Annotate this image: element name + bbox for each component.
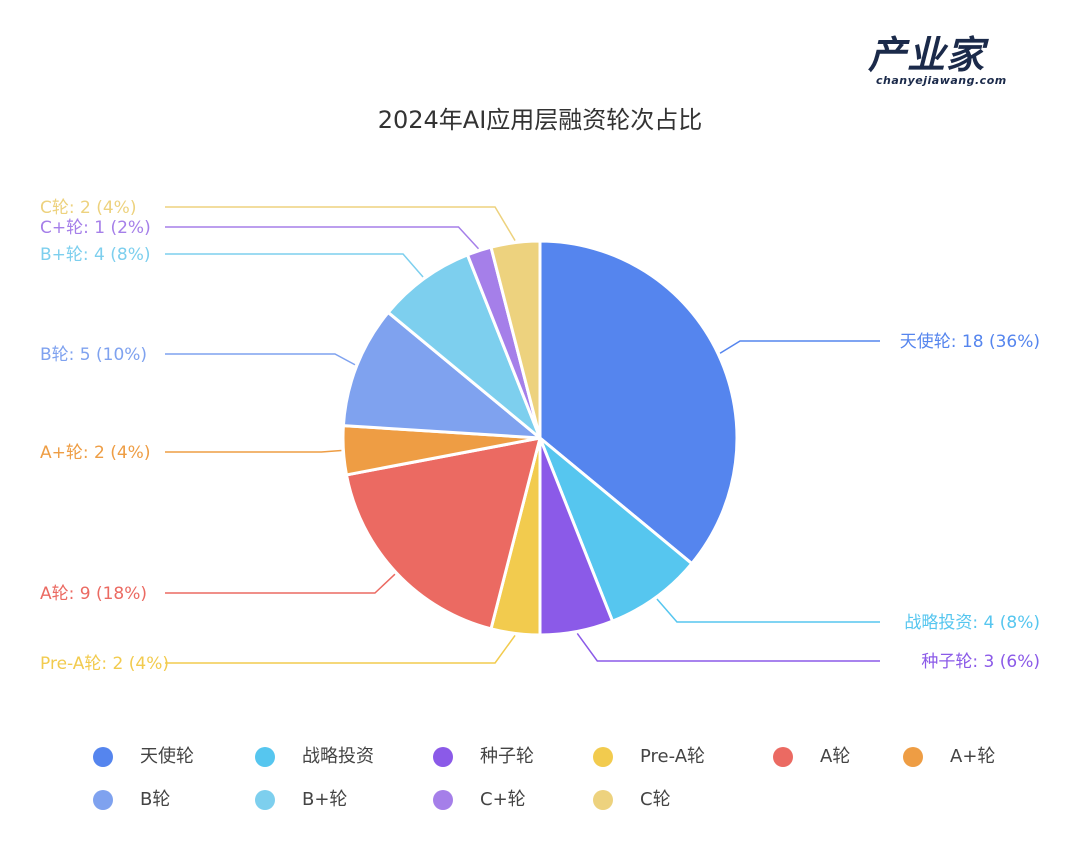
- legend-marker-2[interactable]: [433, 747, 453, 767]
- leader-line-3: [165, 634, 516, 664]
- legend-marker-3[interactable]: [593, 747, 613, 767]
- legend-marker-7[interactable]: [255, 790, 275, 810]
- logo-subtitle: chanyejiawang.com: [876, 74, 1007, 87]
- slice-label-6: B轮: 5 (10%): [40, 345, 147, 365]
- pie-slice-4: [344, 436, 542, 631]
- legend-label-2[interactable]: 种子轮: [480, 746, 534, 767]
- legend-label-0[interactable]: 天使轮: [140, 746, 194, 767]
- legend-label-8[interactable]: C+轮: [480, 789, 526, 810]
- leader-line-1: [656, 598, 880, 623]
- legend-marker-5[interactable]: [903, 747, 923, 767]
- pie-slice-6: [341, 310, 542, 440]
- chart-title: 2024年AI应用层融资轮次占比: [377, 106, 703, 134]
- legend-marker-1[interactable]: [255, 747, 275, 767]
- leader-line-4: [165, 573, 396, 594]
- leader-line-2: [576, 633, 880, 662]
- pie-slice-1: [538, 436, 694, 623]
- pie-slice-9: [489, 239, 542, 440]
- legend-marker-4[interactable]: [773, 747, 793, 767]
- legend-marker-0[interactable]: [93, 747, 113, 767]
- pie-slice-7: [386, 253, 542, 440]
- leader-line-6: [165, 353, 356, 366]
- legend-label-3[interactable]: Pre-A轮: [640, 746, 706, 767]
- slice-label-3: Pre-A轮: 2 (4%): [40, 654, 169, 674]
- slice-label-8: C+轮: 1 (2%): [40, 218, 151, 238]
- legend-marker-8[interactable]: [433, 790, 453, 810]
- legend-row-1: B轮 B+轮 C+轮 C轮: [0, 785, 1080, 815]
- slice-label-0: 天使轮: 18 (36%): [900, 331, 1040, 352]
- legend-label-9[interactable]: C轮: [640, 789, 671, 810]
- slice-label-1: 战略投资: 4 (8%): [904, 613, 1040, 633]
- legend-label-5[interactable]: A+轮: [950, 746, 996, 767]
- slice-label-5: A+轮: 2 (4%): [40, 443, 150, 463]
- brand-logo: 产业家 chanyejiawang.com: [868, 34, 1028, 90]
- leader-line-0: [719, 340, 880, 354]
- pie-slice-0: [538, 239, 739, 566]
- legend-marker-6[interactable]: [93, 790, 113, 810]
- slice-label-4: A轮: 9 (18%): [40, 584, 147, 604]
- slice-label-2: 种子轮: 3 (6%): [921, 652, 1040, 672]
- slice-label-7: B+轮: 4 (8%): [40, 245, 151, 265]
- leader-line-5: [165, 449, 342, 453]
- legend-label-7[interactable]: B+轮: [302, 789, 348, 810]
- legend-label-4[interactable]: A轮: [820, 746, 851, 767]
- legend-marker-9[interactable]: [593, 790, 613, 810]
- leader-line-9: [165, 206, 516, 241]
- logo-name: 产业家: [868, 33, 986, 77]
- legend-row-0: 天使轮 战略投资 种子轮 Pre-A轮 A轮 A+轮: [0, 742, 1080, 772]
- leader-line-8: [165, 226, 480, 250]
- leader-line-7: [165, 253, 424, 278]
- slice-label-9: C轮: 2 (4%): [40, 198, 136, 218]
- legend-label-6[interactable]: B轮: [140, 789, 171, 810]
- legend-label-1[interactable]: 战略投资: [302, 746, 374, 767]
